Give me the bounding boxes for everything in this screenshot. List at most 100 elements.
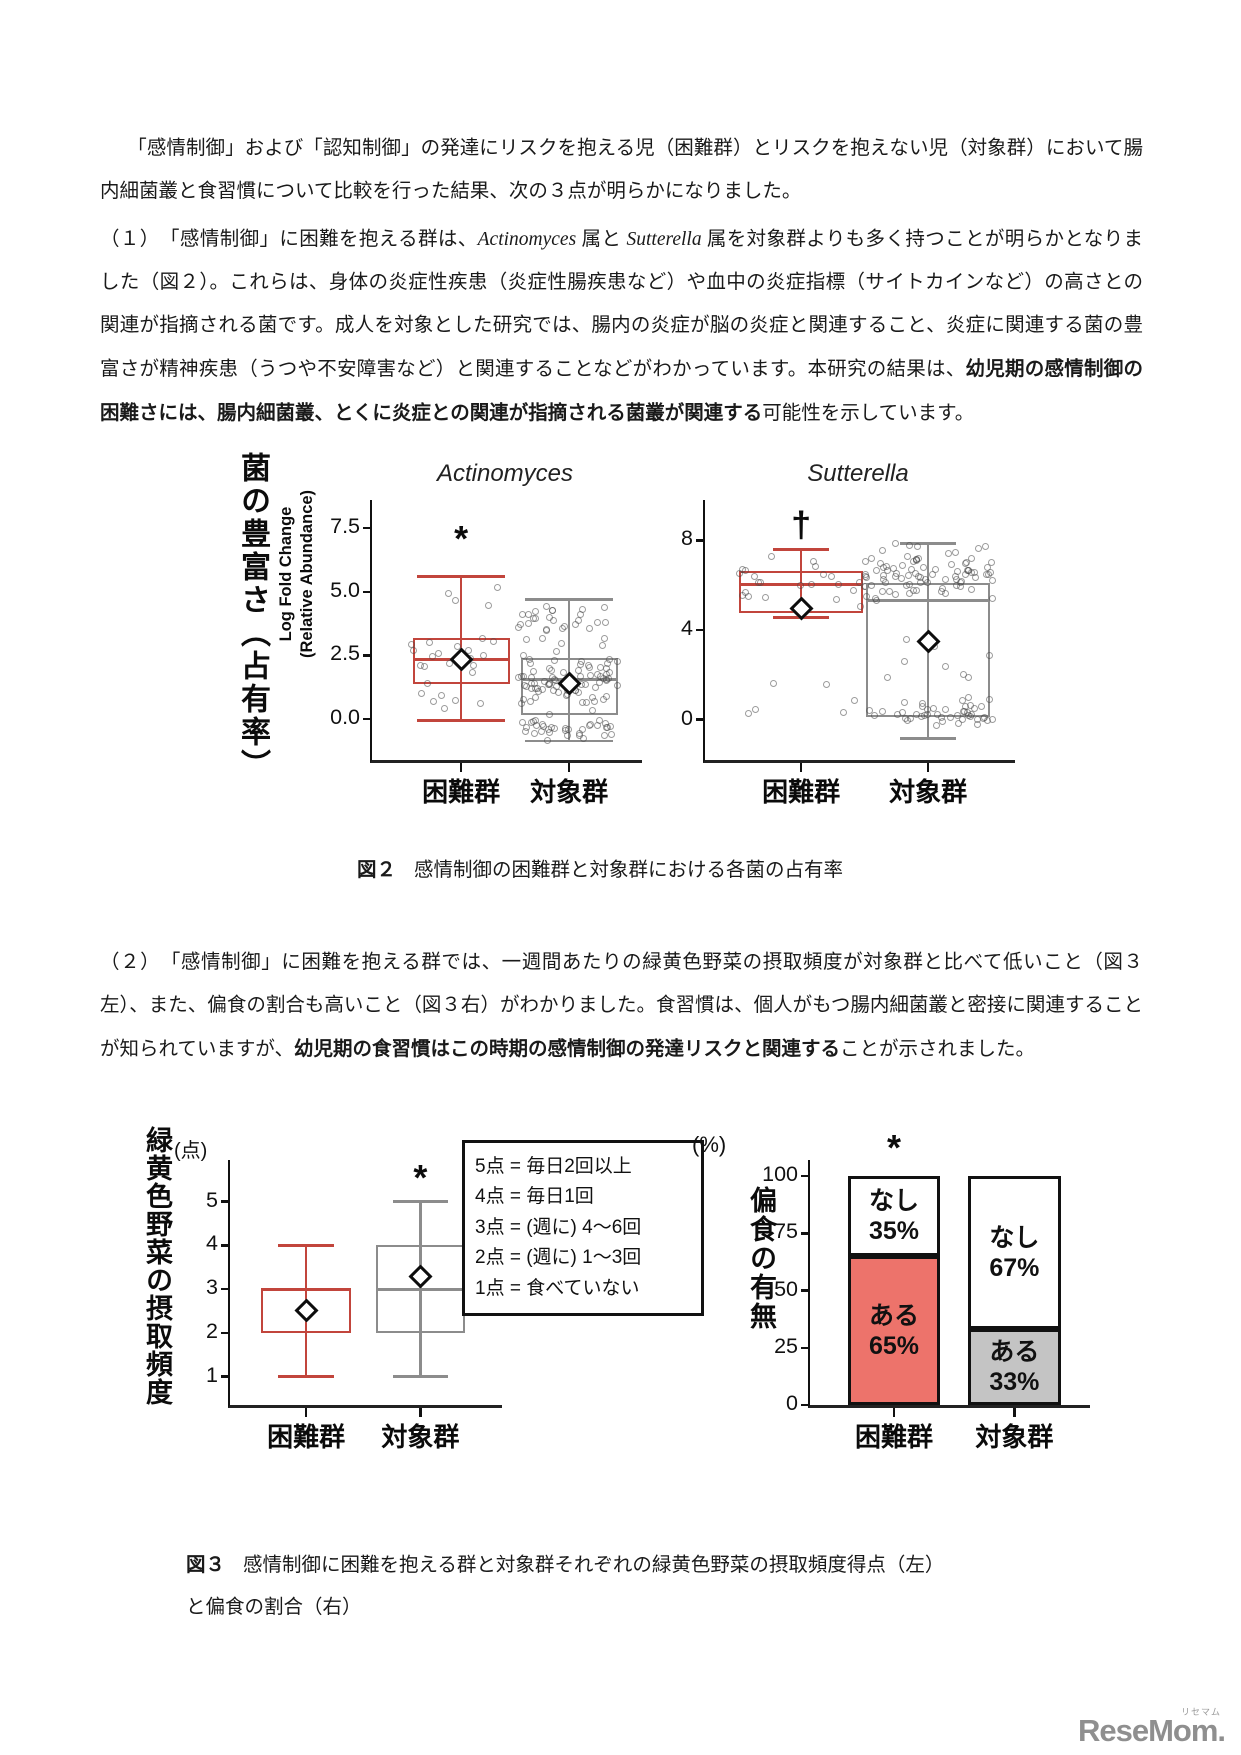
legend-line: 4点 = 毎日1回 [475, 1186, 594, 1208]
x-tick-mark [892, 1408, 896, 1417]
bar-segment: ある 65% [847, 1256, 941, 1405]
scatter-point [807, 581, 815, 589]
scatter-point [530, 667, 538, 675]
scatter-point [525, 620, 533, 628]
figure3-right-unit-label: (%) [692, 1132, 727, 1157]
scatter-point [594, 721, 602, 729]
scatter-point [407, 640, 415, 648]
significance-annotation: * [886, 1127, 901, 1169]
scatter-point [868, 554, 876, 562]
bar-segment-label: なし 67% [989, 1223, 1040, 1282]
x-category-label: 困難群 [267, 1422, 346, 1452]
whisker-cap [278, 1375, 334, 1378]
scatter-point [908, 565, 916, 573]
scatter-point [892, 540, 900, 548]
scatter-point [599, 641, 607, 649]
scatter-point [948, 560, 956, 568]
scatter-point [581, 681, 589, 689]
figure3-caption-line2: と偏食の割合（右） [186, 1595, 362, 1618]
scatter-point [839, 709, 847, 717]
para2-text: （２） 「感情制御」に困難を抱える群では、一週間あたりの緑黄色野菜の摂取頻度が対… [100, 952, 1143, 1060]
scatter-point [542, 627, 550, 635]
scatter-point [919, 700, 927, 708]
scatter-point [532, 694, 539, 702]
scatter-point [587, 720, 595, 728]
scatter-point [983, 717, 991, 725]
whisker-cap [392, 1375, 449, 1378]
scatter-point [861, 557, 869, 565]
scatter-point [893, 711, 901, 719]
scatter-point [538, 720, 546, 728]
y-tick-mark [801, 1346, 810, 1349]
resemom-logo-ruby: リセマム [1180, 1707, 1221, 1717]
scatter-point [959, 716, 967, 724]
y-tick-mark [363, 717, 372, 721]
scatter-point [903, 636, 911, 643]
scatter-point [548, 606, 556, 614]
scatter-point [914, 554, 922, 562]
scatter-point [891, 590, 899, 598]
scatter-point [900, 698, 908, 706]
scatter-point [585, 664, 593, 672]
scatter-point [828, 573, 836, 581]
scatter-point [545, 665, 553, 673]
y-tick-mark [696, 539, 705, 542]
figure3-caption-label: 図３ [186, 1554, 226, 1576]
figure3-right-y-axis-jp-label: 偏食の有無 [746, 1186, 776, 1331]
scatter-point [968, 554, 975, 562]
y-tick-label: 2 [206, 1318, 218, 1343]
scatter-point [822, 680, 830, 688]
scatter-point [452, 696, 460, 704]
scatter-point [538, 686, 546, 694]
scatter-point [543, 602, 551, 610]
scatter-point [537, 727, 545, 735]
intro-paragraph: 「感情制御」および「認知制御」の発達にリスクを抱える児（困難群）とリスクを抱えな… [100, 128, 1143, 214]
figure2: 菌の豊富さ（占有率） Log Fold Change (Relative Abu… [228, 452, 1028, 812]
scatter-point [425, 638, 433, 646]
x-tick-mark [1013, 1408, 1016, 1417]
x-tick-mark [459, 763, 463, 772]
scatter-point [527, 680, 535, 688]
whisker-cap [525, 739, 613, 743]
scatter-point [968, 711, 976, 719]
scatter-point [523, 635, 531, 643]
figure3-caption: 図３ 感情制御に困難を抱える群と対象群それぞれの緑黄色野菜の摂取頻度得点（左） と… [186, 1545, 1076, 1629]
scatter-point [797, 582, 805, 590]
x-tick-mark [304, 1408, 308, 1417]
scatter-point [751, 706, 759, 714]
y-tick-mark [221, 1200, 230, 1203]
figure3-caption-text: 感情制御に困難を抱える群と対象群それぞれの緑黄色野菜の摂取頻度得点（左） [243, 1554, 945, 1576]
scatter-point [879, 546, 887, 554]
scatter-point [608, 731, 616, 739]
scatter-point [923, 578, 931, 586]
y-tick-label: 0 [681, 705, 693, 730]
y-tick-label: 50 [774, 1276, 798, 1301]
whisker-cap [278, 1244, 334, 1247]
y-tick-label: 5 [206, 1187, 218, 1212]
scatter-point [938, 717, 946, 725]
scatter-point [604, 723, 612, 731]
y-tick-mark [363, 526, 372, 530]
scatter-point [988, 594, 996, 602]
scatter-point [562, 727, 570, 734]
scatter-point [879, 572, 887, 579]
scatter-point [490, 638, 498, 646]
scatter-point [863, 593, 871, 601]
scatter-point [974, 544, 982, 552]
x-category-label: 対象群 [975, 1422, 1054, 1452]
chart-title-sutterella: Sutterella [807, 460, 909, 487]
scatter-point [469, 661, 477, 669]
figure2-caption-label: 図２ [356, 859, 396, 881]
scatter-point [591, 683, 599, 691]
y-tick-mark [363, 654, 372, 657]
actinomyces-boxplot: 0.0 2.5 5.0 7.5 * 困難群 対象群 [330, 500, 642, 807]
y-tick-label: 0.0 [330, 705, 360, 730]
x-category-label: 困難群 [762, 777, 841, 807]
scatter-point [580, 735, 588, 743]
scatter-point [988, 558, 996, 566]
resemom-logo: リセマム ReseMom. [1078, 1707, 1226, 1749]
scatter-point [832, 595, 840, 603]
scatter-point [871, 712, 879, 720]
y-tick-mark [221, 1375, 230, 1378]
scatter-point [517, 673, 525, 681]
